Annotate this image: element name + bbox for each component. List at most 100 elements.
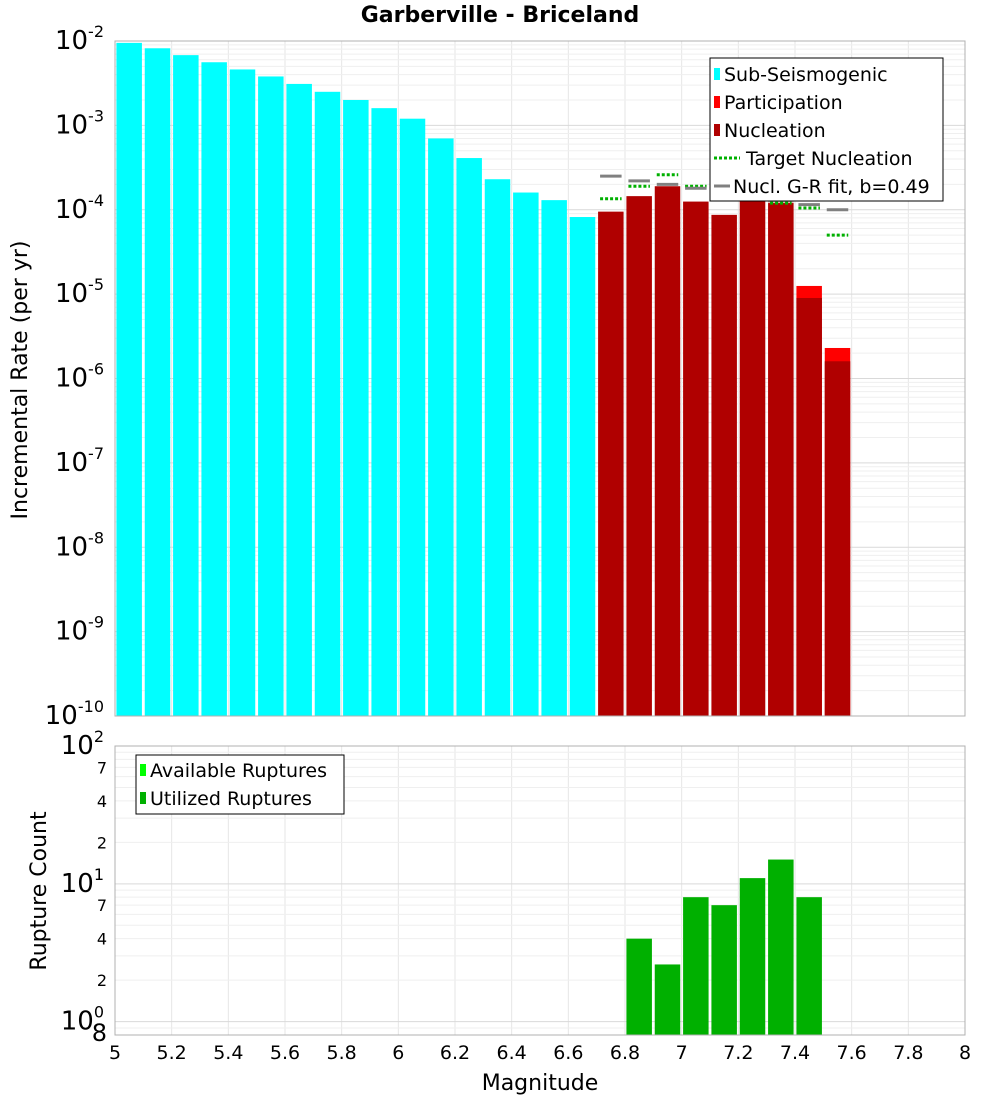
bar-utilized-ruptures-2 — [683, 897, 709, 1035]
x-tick-label: 7.8 — [893, 1042, 923, 1064]
x-tick-label: 8 — [959, 1042, 971, 1064]
top-plot-border — [114, 40, 966, 717]
bar-sub-seismogenic-13 — [484, 179, 511, 716]
x-tick-label: 5.8 — [327, 1042, 357, 1064]
bottom-y-minor-tick-label: 7 — [97, 896, 107, 915]
top-y-tick-label-base: 10 — [55, 110, 88, 140]
top-y-tick-label-base: 10 — [55, 364, 88, 394]
legend-label-0: Sub-Seismogenic — [724, 64, 888, 86]
legend-swatch-2 — [714, 124, 720, 136]
x-tick-label: 6.4 — [497, 1042, 527, 1064]
bottom-legend: Available Ruptures Utilized Ruptures — [135, 754, 345, 815]
bottom-y-major-tick-label-exponent: 1 — [94, 865, 104, 884]
top-y-tick-label: 10-7 — [55, 444, 104, 478]
bar-sub-seismogenic-8 — [343, 99, 369, 717]
legend-label-1: Participation — [724, 92, 843, 114]
bottom-y-major-tick-label: 101 — [61, 865, 104, 899]
top-y-tick-label: 10-2 — [55, 22, 104, 56]
bar-nucleation-3 — [683, 201, 709, 716]
top-y-tick-label-exponent: -10 — [78, 697, 104, 716]
bottom-y-minor-tick-label: 4 — [97, 792, 107, 811]
bar-sub-seismogenic-16 — [569, 217, 596, 716]
bar-nucleation-2 — [654, 186, 681, 716]
bar-sub-seismogenic-12 — [456, 158, 482, 716]
bottom-y-minor-tick-label: 2 — [97, 833, 107, 852]
x-tick-label: 5 — [109, 1042, 121, 1064]
x-tick-label: 6.6 — [553, 1042, 583, 1064]
bar-sub-seismogenic-7 — [314, 91, 341, 716]
top-y-tick-label-base: 10 — [45, 701, 78, 731]
top-y-axis-label: Incremental Rate (per yr) — [8, 241, 33, 520]
bottom-legend-swatch-0 — [140, 764, 146, 776]
bottom-legend-box — [135, 754, 345, 815]
bottom-y-major-tick-label-exponent: 0 — [94, 1003, 104, 1022]
bar-sub-seismogenic-15 — [541, 200, 567, 716]
top-y-tick-label: 10-4 — [55, 191, 104, 225]
bottom-y-major-tick-label-base: 10 — [61, 1007, 94, 1037]
top-y-tick-label-base: 10 — [55, 532, 88, 562]
bar-sub-seismogenic-6 — [286, 83, 312, 716]
top-y-tick-label-base: 10 — [55, 617, 88, 647]
top-y-tick-label-base: 10 — [55, 448, 88, 478]
bottom-y-minor-tick-label: 7 — [97, 758, 107, 777]
legend-label-4: Nucl. G-R fit, b=0.49 — [733, 176, 930, 198]
bar-nucleation-7 — [796, 297, 822, 716]
bar-sub-seismogenic-3 — [201, 62, 227, 716]
x-tick-label: 5.6 — [270, 1042, 300, 1064]
bar-sub-seismogenic-11 — [428, 138, 454, 717]
bar-sub-seismogenic-1 — [144, 48, 171, 716]
bar-sub-seismogenic-9 — [371, 108, 397, 717]
top-y-tick-label: 10-5 — [55, 275, 104, 309]
top-y-tick-label-base: 10 — [55, 279, 88, 309]
top-y-tick-label-exponent: -6 — [88, 360, 104, 379]
bottom-y-minor-tick-label: 2 — [97, 971, 107, 990]
bar-nucleation-5 — [739, 194, 766, 716]
bar-sub-seismogenic-14 — [513, 192, 539, 717]
top-y-tick-label-base: 10 — [55, 26, 88, 56]
bottom-y-major-tick-label: 100 — [61, 1003, 104, 1037]
top-y-tick-label: 10-9 — [55, 613, 104, 647]
bottom-plot-border — [114, 745, 966, 1036]
top-y-tick-label-base: 10 — [55, 195, 88, 225]
bar-sub-seismogenic-2 — [173, 55, 199, 716]
x-tick-label: 6.2 — [440, 1042, 470, 1064]
bottom-y-major-tick-label-base: 10 — [61, 869, 94, 899]
bottom-legend-label-0: Available Ruptures — [150, 760, 327, 782]
legend-label-3: Target Nucleation — [745, 148, 913, 170]
bottom-y-major-tick-label-exponent: 2 — [94, 727, 104, 746]
chart-title: Garberville - Briceland — [361, 3, 640, 28]
bottom-y-major-tick-label: 102 — [61, 727, 104, 761]
x-axis-label: Magnitude — [482, 1071, 599, 1096]
bar-nucleation-4 — [711, 214, 737, 716]
bottom-y-axis-label: Rupture Count — [27, 811, 52, 971]
x-tick-label: 6 — [392, 1042, 404, 1064]
x-tick-label: 5.2 — [157, 1042, 187, 1064]
x-tick-label: 7.2 — [723, 1042, 753, 1064]
top-legend-box — [709, 57, 944, 202]
x-tick-label: 7 — [676, 1042, 688, 1064]
bar-nucleation-8 — [824, 361, 851, 716]
bar-sub-seismogenic-10 — [399, 118, 426, 716]
top-y-tick-label-exponent: -2 — [88, 22, 104, 41]
top-y-tick-label: 10-6 — [55, 360, 104, 394]
top-y-tick-label-exponent: -3 — [88, 106, 104, 125]
x-tick-label: 5.4 — [213, 1042, 243, 1064]
bar-utilized-ruptures-0 — [626, 938, 652, 1035]
x-tick-label: 6.8 — [610, 1042, 640, 1064]
top-y-tick-label-exponent: -7 — [88, 444, 104, 463]
bar-sub-seismogenic-5 — [258, 76, 284, 717]
bar-sub-seismogenic-0 — [116, 42, 142, 716]
bar-utilized-ruptures-6 — [796, 897, 822, 1035]
top-y-tick-label: 10-10 — [45, 697, 104, 731]
bar-nucleation-6 — [768, 203, 794, 716]
x-tick-label: 7.6 — [837, 1042, 867, 1064]
bottom-y-major-tick-label-base: 10 — [61, 731, 94, 761]
bottom-y-minor-tick-label: 4 — [97, 930, 107, 949]
top-y-tick-label-exponent: -5 — [88, 275, 104, 294]
bar-utilized-ruptures-1 — [654, 964, 681, 1035]
top-y-tick-label-exponent: -9 — [88, 613, 104, 632]
top-y-tick-label: 10-3 — [55, 106, 104, 140]
bar-utilized-ruptures-4 — [739, 878, 766, 1035]
top-y-tick-label-exponent: -4 — [88, 191, 104, 210]
